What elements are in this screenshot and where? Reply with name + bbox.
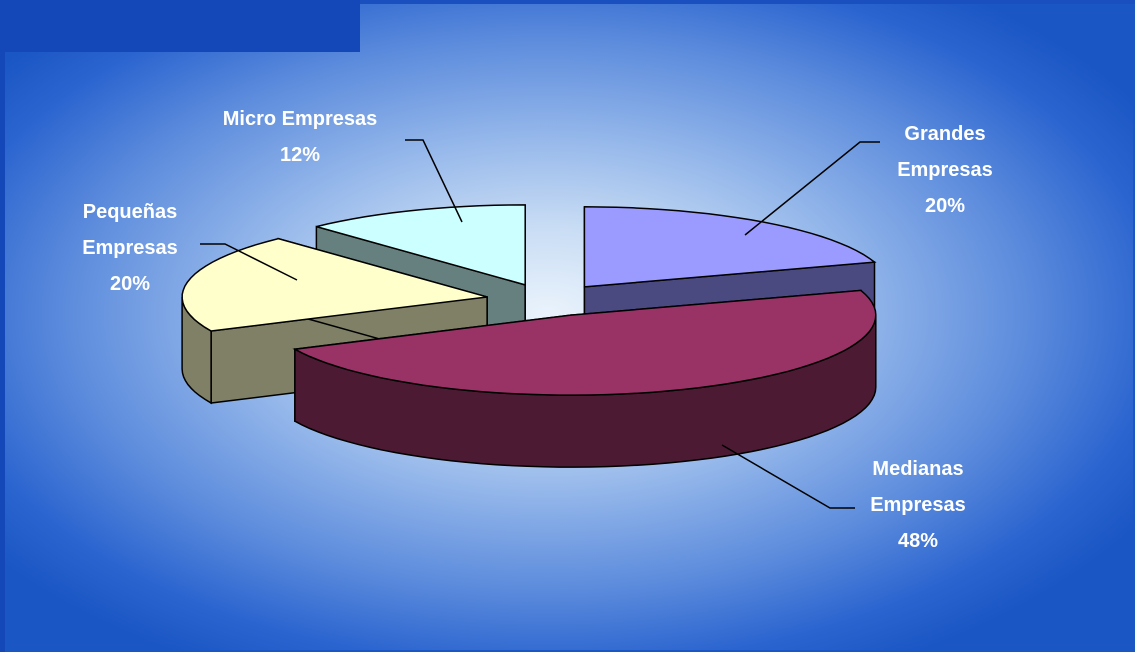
left-border xyxy=(0,52,5,652)
leader-line-micro xyxy=(405,139,463,223)
slice-pequenas-top xyxy=(181,237,488,332)
slice-medianas-top xyxy=(292,289,877,396)
leader-line-grandes xyxy=(744,141,880,236)
percent-label-medianas: 48% xyxy=(898,530,938,552)
category-label-medianas-1: Empresas xyxy=(870,494,966,516)
top-border xyxy=(0,0,1135,4)
category-label-pequenas-1: Empresas xyxy=(82,237,178,259)
percent-label-grandes: 20% xyxy=(925,195,965,217)
pie-labels: Grandes Empresas 20% Medianas Empresas 48% Peq… xyxy=(82,108,993,552)
slice-grandes-top xyxy=(583,206,877,288)
category-label-medianas-0: Medianas xyxy=(872,458,963,480)
percent-label-pequenas: 20% xyxy=(110,273,150,295)
category-label-pequenas-0: Pequeñas xyxy=(83,201,177,223)
pie-slices xyxy=(181,204,877,468)
slice-medianas xyxy=(292,289,877,468)
leader-line-pequenas xyxy=(200,243,298,281)
slice-micro-top xyxy=(316,204,526,286)
category-label-grandes-0: Grandes xyxy=(904,123,985,145)
leader-line-medianas xyxy=(721,444,855,509)
corner-block xyxy=(0,0,360,52)
category-label-grandes-1: Empresas xyxy=(897,159,993,181)
percent-label-micro: 12% xyxy=(280,144,320,166)
category-label-micro-0: Micro Empresas xyxy=(223,108,378,130)
